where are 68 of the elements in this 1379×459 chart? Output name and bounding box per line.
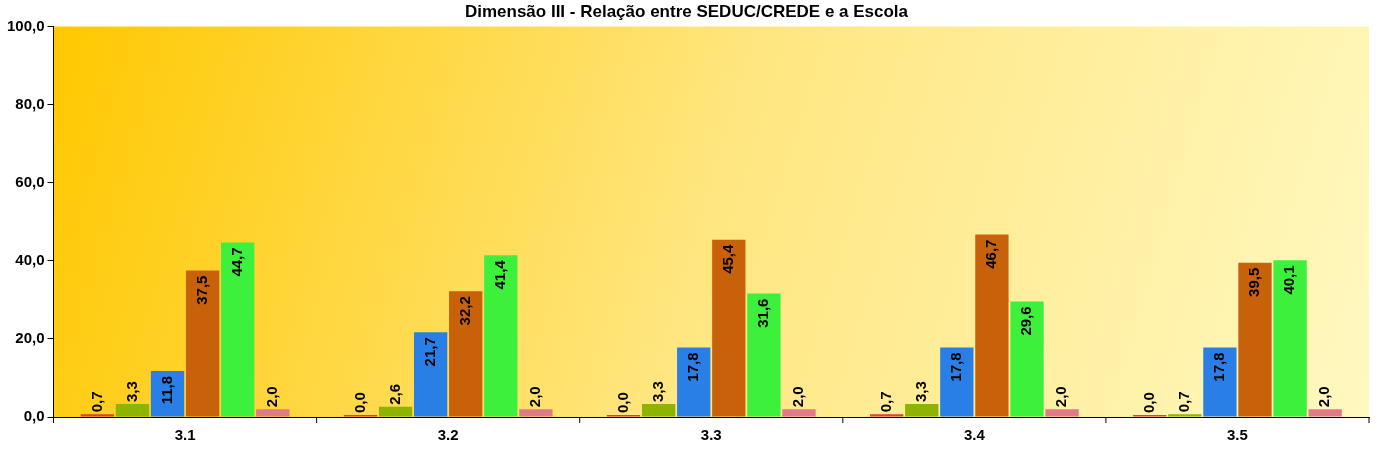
x-tick-label: 3.2 — [437, 426, 459, 444]
data-label: 45,4 — [718, 244, 736, 274]
bar — [905, 404, 939, 417]
y-tick-label: 80,0 — [15, 94, 45, 112]
bar — [115, 404, 150, 417]
bar — [221, 242, 255, 417]
bar — [677, 347, 711, 417]
bar — [378, 406, 413, 417]
bar — [80, 414, 115, 417]
data-label: 2,0 — [789, 386, 807, 408]
data-label: 2,0 — [262, 386, 280, 408]
data-label: 0,0 — [1139, 392, 1157, 413]
data-label: 2,0 — [526, 386, 544, 408]
data-label: 2,0 — [1052, 386, 1070, 408]
bar — [1010, 301, 1044, 417]
bar — [1168, 414, 1202, 417]
bar — [185, 270, 220, 417]
data-label: 46,7 — [982, 239, 1000, 269]
data-label: 0,0 — [350, 392, 368, 413]
data-label: 21,7 — [420, 337, 438, 367]
data-label: 0,7 — [876, 391, 894, 413]
data-label: 39,5 — [1245, 267, 1263, 297]
data-label: 40,1 — [1280, 265, 1298, 295]
bar — [1238, 262, 1272, 417]
y-tick-label: 60,0 — [15, 172, 45, 190]
bar — [1045, 409, 1079, 417]
bar — [519, 409, 553, 417]
data-label: 32,2 — [455, 296, 473, 326]
data-label: 17,8 — [683, 352, 701, 382]
data-label: 2,0 — [1315, 386, 1333, 408]
chart-title: Dimensão III - Relação entre SEDUC/CREDE e a Escola — [464, 1, 909, 21]
data-label: 0,0 — [613, 392, 631, 413]
bar — [1273, 260, 1307, 417]
bar — [1308, 409, 1342, 417]
bar — [975, 234, 1009, 417]
data-label: 37,5 — [192, 275, 210, 305]
x-tick-label: 3.1 — [174, 426, 196, 444]
data-label: 0,7 — [87, 391, 105, 413]
data-label: 41,4 — [490, 259, 508, 290]
data-label: 31,6 — [754, 298, 772, 328]
x-tick-label: 3.4 — [963, 426, 986, 444]
bar — [747, 293, 781, 417]
y-tick-label: 0,0 — [23, 407, 45, 425]
data-label: 44,7 — [227, 247, 245, 277]
data-label: 3,3 — [122, 381, 140, 403]
bar — [256, 409, 290, 417]
bar — [1203, 347, 1237, 417]
x-tick-label: 3.3 — [700, 426, 722, 444]
y-tick-label: 40,0 — [15, 250, 45, 268]
bar — [782, 409, 816, 417]
data-label: 11,8 — [157, 375, 175, 405]
data-label: 17,8 — [1210, 352, 1228, 382]
x-tick-label: 3.5 — [1227, 426, 1248, 444]
bar — [712, 239, 746, 417]
data-label: 3,3 — [648, 381, 666, 403]
bar — [641, 404, 676, 417]
bar — [413, 332, 448, 417]
bar — [870, 414, 904, 417]
data-label: 0,7 — [1174, 391, 1192, 413]
data-label: 2,6 — [385, 383, 403, 405]
bar — [940, 347, 974, 417]
bar — [484, 255, 518, 417]
data-label: 29,6 — [1017, 306, 1035, 336]
y-tick-label: 100,0 — [6, 16, 45, 34]
y-tick-label: 20,0 — [15, 329, 45, 347]
bar — [449, 291, 483, 417]
data-label: 17,8 — [946, 352, 964, 382]
data-label: 3,3 — [911, 381, 929, 403]
